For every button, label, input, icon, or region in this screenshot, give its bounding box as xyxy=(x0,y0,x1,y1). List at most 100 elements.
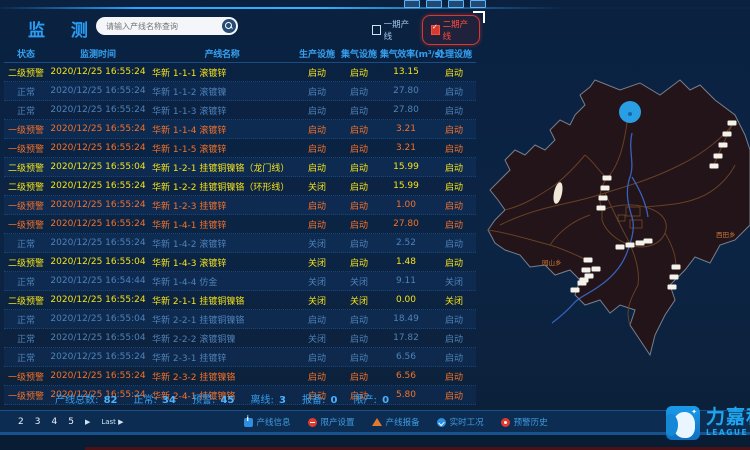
map-markers xyxy=(570,120,737,293)
road-sign-marker[interactable] xyxy=(583,257,593,263)
table-row[interactable]: 正常 2020/12/25 16:55:24 华新 2-3-1 挂镀锌 启动 启动 6.5… xyxy=(4,348,476,367)
cell-eff: 9.11 xyxy=(395,276,417,286)
cell-treat: 启动 xyxy=(444,372,463,383)
table-row[interactable]: 二级预警 2020/12/25 16:55:04 华新 1-2-1 挂镀铜镍铬（龙门… xyxy=(4,158,476,177)
summary-item: 限产: 0 xyxy=(353,395,390,406)
cell-time: 2020/12/25 16:55:24 xyxy=(50,352,146,362)
checkbox-icon[interactable] xyxy=(372,25,381,35)
road-sign-marker[interactable] xyxy=(581,267,591,273)
road-sign-marker[interactable] xyxy=(591,266,601,272)
road-sign-marker[interactable] xyxy=(643,238,653,244)
search-box[interactable] xyxy=(96,17,238,35)
cell-prod: 关闭 xyxy=(307,239,326,250)
cell-time: 2020/12/25 16:55:24 xyxy=(50,67,146,77)
legend-label: 产线报备 xyxy=(385,418,420,428)
legend-item[interactable]: 产线报备 xyxy=(371,416,420,428)
table-row[interactable]: 一级预警 2020/12/25 16:55:24 华新 1-1-5 滚镀锌 启动 启动 3… xyxy=(4,139,476,158)
search-icon[interactable] xyxy=(222,19,236,33)
table-row[interactable]: 一级预警 2020/12/25 16:55:24 华新 2-3-2 挂镀镍铬 启动 启动… xyxy=(4,367,476,386)
next-page-button[interactable]: ▶ xyxy=(84,418,91,426)
road-sign-marker[interactable] xyxy=(577,280,587,286)
map-city-blocks xyxy=(617,206,643,229)
legend-item[interactable]: 产线信息 xyxy=(243,415,291,428)
cell-gas: 启动 xyxy=(349,258,368,269)
table-row[interactable]: 正常 2020/12/25 16:55:04 华新 2-2-1 挂镀铜镍铬 启动 启动 1… xyxy=(4,310,476,329)
table-header: 状态 监测时间 产线名称 生产设施 集气设施 集气效率(m³/s) 处理设施 xyxy=(4,45,476,63)
table-row[interactable]: 正常 2020/12/25 16:54:44 华新 1-4-4 仿金 关闭 关闭 9.11… xyxy=(4,272,476,291)
cell-time: 2020/12/25 16:55:24 xyxy=(50,143,146,153)
table-row[interactable]: 一级预警 2020/12/25 16:55:24 华新 1-2-3 挂镀锌 启动 启动 1… xyxy=(4,196,476,215)
cell-gas: 启动 xyxy=(349,372,368,383)
road-sign-marker[interactable] xyxy=(584,273,594,279)
table-row[interactable]: 二级预警 2020/12/25 16:55:04 华新 1-4-3 滚镀锌 关闭 启动 1… xyxy=(4,253,476,272)
cell-prod: 启动 xyxy=(307,125,326,136)
road-sign-marker[interactable] xyxy=(718,142,728,148)
phase1-checkbox[interactable]: 一期产线 xyxy=(372,18,412,42)
table-row[interactable]: 一级预警 2020/12/25 16:55:24 华新 1-1-4 滚镀锌 启动 启动 3… xyxy=(4,120,476,139)
map-region xyxy=(487,79,750,357)
cell-treat: 关闭 xyxy=(444,277,463,288)
page-button[interactable]: 4 xyxy=(51,417,58,427)
table-row[interactable]: 二级预警 2020/12/25 16:55:24 华新 1-1-1 滚镀锌 启动 启动 1… xyxy=(4,63,476,82)
checkbox-checked-icon[interactable] xyxy=(431,23,440,35)
cell-time: 2020/12/25 16:55:24 xyxy=(50,219,146,229)
phase2-button[interactable]: 二期产线 xyxy=(422,11,485,45)
table-row[interactable]: 一级预警 2020/12/25 16:55:24 华新 1-4-1 挂镀锌 启动 启动 2… xyxy=(4,215,476,234)
table-row[interactable]: 正常 2020/12/25 16:55:24 华新 1-4-2 滚镀锌 关闭 启动 2.5… xyxy=(4,234,476,253)
road-sign-marker[interactable] xyxy=(722,131,732,137)
road-sign-marker[interactable] xyxy=(596,205,606,211)
legend-item[interactable]: 限产设置 xyxy=(307,416,355,428)
search-input[interactable] xyxy=(96,21,222,31)
pagination: 2 3 4 5 ▶ Last ▶ xyxy=(18,417,124,427)
cell-treat: 启动 xyxy=(444,239,463,250)
cell-status: 正常 xyxy=(16,334,35,345)
road-sign-marker[interactable] xyxy=(625,242,635,248)
report-triangle-icon xyxy=(371,418,382,426)
cell-name: 华新 1-1-5 滚镀锌 xyxy=(152,144,227,155)
road-sign-marker[interactable] xyxy=(615,244,625,250)
table-row[interactable]: 正常 2020/12/25 16:55:24 华新 1-1-2 滚镀镍 启动 启动 27.… xyxy=(4,82,476,101)
last-page-button[interactable]: Last ▶ xyxy=(101,418,124,426)
legend-item[interactable]: 实时工况 xyxy=(436,416,484,428)
table-row[interactable]: 二级预警 2020/12/25 16:55:24 华新 1-2-2 挂镀铜镍铬（环形… xyxy=(4,177,476,196)
road-sign-marker[interactable] xyxy=(635,240,645,246)
map-white-blob xyxy=(553,182,563,204)
page-title: 监 测 xyxy=(28,21,98,41)
road-sign-marker[interactable] xyxy=(667,284,677,290)
cell-gas: 启动 xyxy=(349,201,368,212)
cell-prod: 启动 xyxy=(307,372,326,383)
road-sign-marker[interactable] xyxy=(602,175,612,181)
cell-gas: 启动 xyxy=(349,106,368,117)
cell-name: 华新 2-4-1 挂镀镍铬 xyxy=(152,391,236,402)
cell-status: 一级预警 xyxy=(7,220,44,231)
road-sign-marker[interactable] xyxy=(669,274,679,280)
cell-eff: 18.49 xyxy=(393,314,419,324)
bottom-red-line xyxy=(85,447,750,450)
road-sign-marker[interactable] xyxy=(570,287,580,293)
road-sign-marker[interactable] xyxy=(727,120,737,126)
road-sign-marker[interactable] xyxy=(713,153,723,159)
table-row[interactable]: 正常 2020/12/25 16:55:24 华新 1-1-3 滚镀锌 启动 启动 27.… xyxy=(4,101,476,120)
page-button[interactable]: 2 xyxy=(18,417,24,427)
cell-time: 2020/12/25 16:55:24 xyxy=(50,86,146,96)
region-map[interactable]: 园山乡 西田乡 xyxy=(480,55,750,405)
column-header: 集气设施 xyxy=(340,50,377,60)
road-sign-marker[interactable] xyxy=(600,185,610,191)
page-button[interactable]: 5 xyxy=(68,417,74,427)
cell-eff: 0.00 xyxy=(395,295,417,305)
cell-gas: 启动 xyxy=(349,87,368,98)
page-button[interactable]: 3 xyxy=(34,417,41,427)
road-sign-marker[interactable] xyxy=(598,195,608,201)
cell-time: 2020/12/25 16:55:04 xyxy=(50,257,146,267)
legend-item[interactable]: 预警历史 xyxy=(500,416,548,428)
road-sign-marker[interactable] xyxy=(671,264,681,270)
cell-name: 华新 2-2-1 挂镀铜镍铬 xyxy=(152,315,245,326)
footer-area xyxy=(0,435,750,450)
road-sign-marker[interactable] xyxy=(709,163,719,169)
cell-treat: 关闭 xyxy=(444,296,463,307)
summary-item: 报备: 0 xyxy=(301,395,338,406)
cell-treat: 启动 xyxy=(444,182,463,193)
table-row[interactable]: 正常 2020/12/25 16:55:04 华新 2-2-2 滚镀铜镍 关闭 启动 17… xyxy=(4,329,476,348)
table-row[interactable]: 二级预警 2020/12/25 16:55:24 华新 2-1-1 挂镀铜镍铬 关闭 关… xyxy=(4,291,476,310)
table-row[interactable]: 一级预警 2020/12/25 16:55:24 华新 2-4-1 挂镀镍铬 启动 启动… xyxy=(4,386,476,405)
